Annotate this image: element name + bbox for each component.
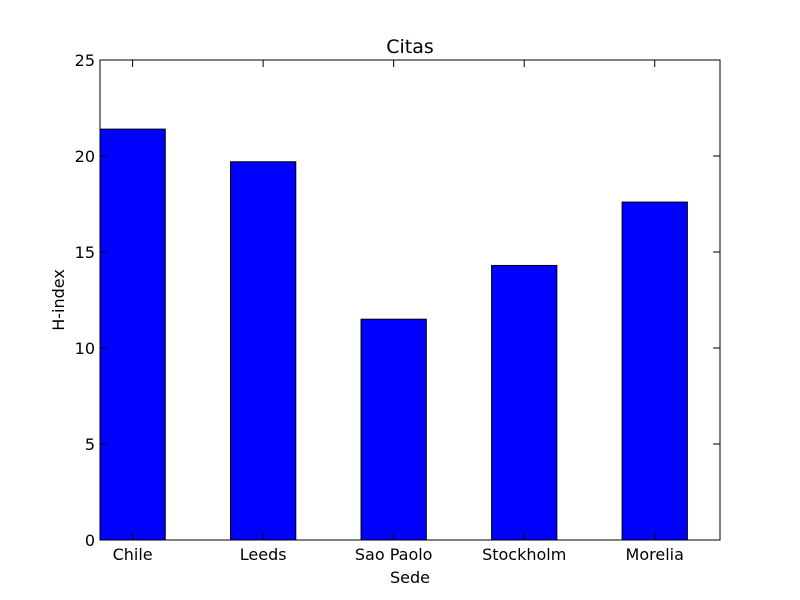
y-tick-label: 25 xyxy=(75,51,95,70)
y-tick-label: 5 xyxy=(85,435,95,454)
x-tick-label: Leeds xyxy=(240,545,287,564)
bar-chile xyxy=(99,128,166,541)
x-axis-label: Sede xyxy=(390,568,430,587)
bar-stockholm xyxy=(491,264,558,541)
x-tick-label: Stockholm xyxy=(482,545,566,564)
bar-morelia xyxy=(621,201,688,541)
y-tick-label: 15 xyxy=(75,243,95,262)
y-tick-label: 20 xyxy=(75,147,95,166)
x-tick-label: Chile xyxy=(113,545,153,564)
bar-leeds xyxy=(230,161,297,541)
x-axis-ticks: Chile Leeds Sao Paolo Stockholm Morelia xyxy=(113,60,684,564)
y-axis-label: H-index xyxy=(49,269,68,331)
plot-frame xyxy=(99,59,721,541)
y-tick-label: 10 xyxy=(75,339,95,358)
bar-group xyxy=(99,128,688,541)
y-tick-label: 0 xyxy=(85,531,95,550)
x-tick-label: Sao Paolo xyxy=(355,545,433,564)
x-tick-label: Morelia xyxy=(626,545,684,564)
y-axis-ticks: 0 5 10 15 20 25 xyxy=(75,51,720,550)
bar-sao-paolo xyxy=(360,318,427,541)
chart-title: Citas xyxy=(386,36,434,58)
